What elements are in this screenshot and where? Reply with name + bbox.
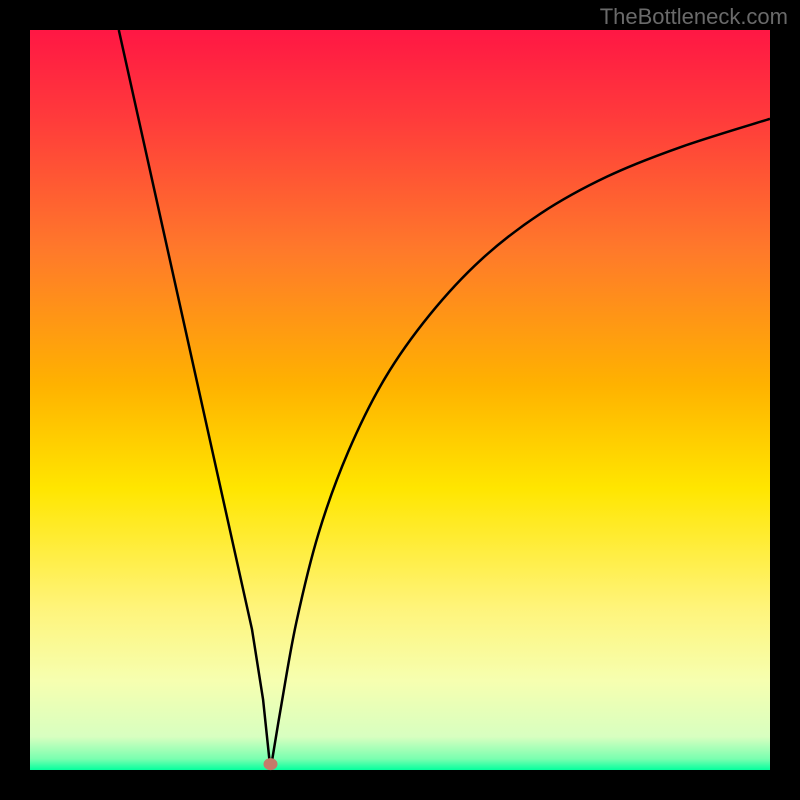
- optimal-point-marker: [264, 758, 278, 770]
- watermark-text: TheBottleneck.com: [600, 4, 788, 29]
- bottleneck-chart: TheBottleneck.com: [0, 0, 800, 800]
- plot-area: [30, 30, 770, 770]
